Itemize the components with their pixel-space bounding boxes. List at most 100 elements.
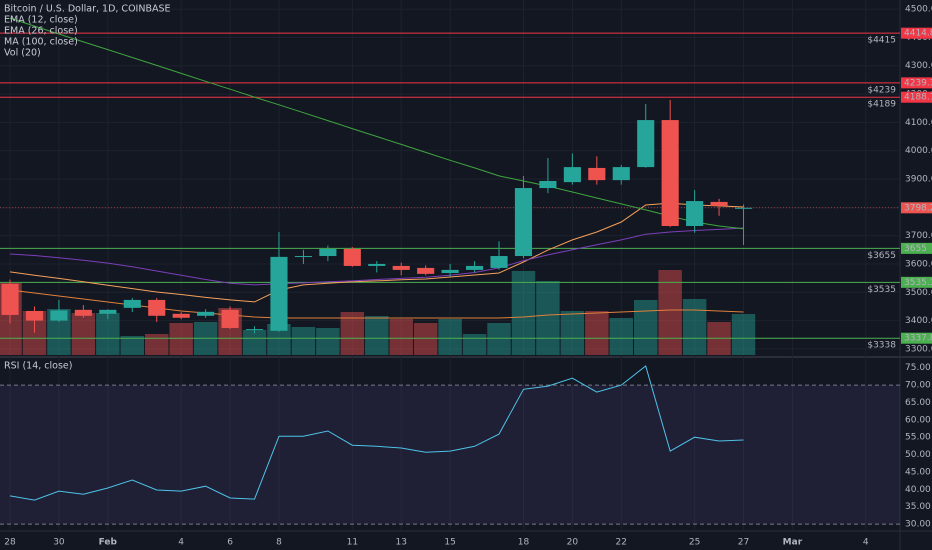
- candle-body: [221, 309, 239, 328]
- price-tag: [901, 202, 932, 214]
- x-tick-label: 20: [567, 538, 579, 548]
- candle-body: [368, 263, 386, 266]
- price-tag-label: 3535.1: [904, 278, 932, 288]
- chart-title: Bitcoin / U.S. Dollar, 1D, COINBASE: [4, 4, 171, 15]
- x-tick-label: 27: [738, 538, 749, 548]
- volume-bar: [22, 311, 47, 355]
- volume-bar: [144, 334, 169, 355]
- volume-bar: [291, 327, 316, 355]
- candle-body: [466, 265, 484, 270]
- price-tag: [901, 77, 932, 89]
- volume-bar: [413, 323, 438, 355]
- price-tag-label: 4414.89: [904, 29, 932, 39]
- y-tick-label: 3600.00: [905, 259, 932, 269]
- candle-body: [514, 188, 533, 257]
- candle-body: [734, 207, 753, 209]
- candle-body: [197, 311, 215, 316]
- legend-entry: EMA (12, close): [4, 15, 78, 26]
- volume-bar: [120, 336, 144, 355]
- candle-body: [539, 180, 557, 189]
- price-tag: [901, 27, 932, 39]
- candle-body: [343, 248, 361, 266]
- y-tick-label: 40.00: [905, 485, 931, 495]
- x-tick-label: 25: [689, 538, 700, 548]
- x-tick-label: 4: [863, 538, 869, 548]
- y-tick-label: 3400.00: [905, 316, 932, 326]
- volume-bar: [242, 330, 267, 355]
- x-tick-label: 11: [347, 538, 358, 548]
- candle-body: [148, 299, 166, 316]
- y-tick-label: 3500.00: [905, 288, 932, 298]
- candle-body: [270, 256, 288, 331]
- candle-body: [294, 256, 312, 258]
- level-label: $4415: [867, 36, 896, 46]
- candle-body: [1, 283, 19, 315]
- level-label: $3655: [867, 251, 896, 261]
- candle-body: [172, 313, 190, 318]
- y-tick-label: 70.00: [905, 381, 931, 391]
- y-tick-label: 4100.00: [905, 118, 932, 128]
- volume-bar: [316, 328, 340, 355]
- x-tick-label: 18: [518, 538, 530, 548]
- volume-bar: [340, 312, 365, 355]
- candle-body: [74, 309, 92, 316]
- x-tick-label: 6: [227, 538, 233, 548]
- x-tick-label: 8: [276, 538, 282, 548]
- volume-bar: [682, 299, 707, 355]
- indicator-line: [9, 17, 744, 230]
- legend-entry: EMA (26, close): [4, 26, 78, 37]
- volume-bar: [633, 300, 658, 355]
- price-tag: [901, 91, 932, 103]
- volume-bar: [267, 324, 291, 355]
- y-tick-label: 4300.00: [905, 61, 932, 71]
- candle-body: [417, 267, 435, 274]
- volume-bar: [487, 323, 511, 355]
- candle-body: [319, 248, 337, 257]
- volume-bar: [389, 319, 413, 355]
- level-label: $4239: [867, 85, 896, 95]
- price-tag-label: 4188.79: [904, 93, 932, 103]
- price-tag-label: 4239.37: [904, 78, 932, 88]
- x-tick-label: 13: [395, 538, 406, 548]
- indicator-line: [9, 202, 744, 303]
- price-tag: [901, 242, 932, 254]
- volume-bar: [71, 313, 96, 355]
- y-tick-label: 30.00: [905, 520, 931, 530]
- volume-bar: [609, 318, 633, 355]
- volume-bar: [585, 311, 609, 355]
- y-tick-label: 3900.00: [905, 174, 932, 184]
- volume-bar: [462, 334, 487, 355]
- x-tick-label: Mar: [783, 538, 803, 548]
- volume-bar: [96, 313, 120, 355]
- rsi-line: [9, 365, 744, 501]
- y-tick-label: 65.00: [905, 398, 931, 408]
- candle-body: [392, 265, 410, 270]
- price-tag: [901, 332, 932, 344]
- candle-body: [710, 201, 728, 206]
- y-tick-label: 4000.00: [905, 146, 932, 156]
- candle-body: [588, 167, 606, 181]
- y-tick-label: 75.00: [905, 363, 931, 373]
- candle-body: [441, 269, 459, 274]
- x-tick-label: 15: [444, 538, 455, 548]
- price-tag-label: 3337.87: [904, 334, 932, 344]
- candle-body: [50, 310, 68, 321]
- price-tag-label: 3798.24: [904, 203, 932, 213]
- level-label: $3338: [867, 341, 896, 351]
- candle-body: [637, 120, 655, 168]
- candle-body: [686, 201, 704, 227]
- y-tick-label: 35.00: [905, 502, 931, 512]
- rsi-band: [0, 385, 900, 525]
- x-tick-label: 30: [53, 538, 65, 548]
- x-tick-label: Feb: [99, 538, 118, 548]
- x-tick-label: 28: [4, 538, 16, 548]
- indicator-line: [9, 227, 744, 286]
- candle-body: [99, 309, 117, 314]
- y-tick-label: 3300.00: [905, 344, 932, 354]
- legend-entry: Vol (20): [4, 48, 41, 59]
- pane-title: RSI (14, close): [4, 361, 72, 372]
- volume-bar: [658, 270, 682, 355]
